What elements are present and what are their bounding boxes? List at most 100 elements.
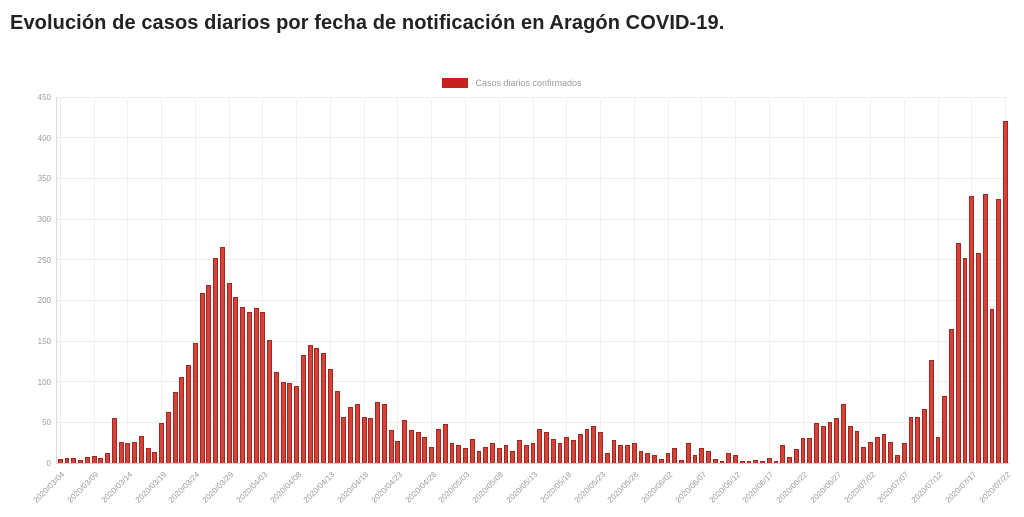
bar-2020-05-26[interactable] xyxy=(618,445,624,463)
bar-2020-05-24[interactable] xyxy=(604,453,610,463)
bar-2020-05-21[interactable] xyxy=(584,428,590,463)
bar-2020-05-27[interactable] xyxy=(625,445,630,463)
bar-2020-05-25[interactable] xyxy=(611,440,617,463)
bar-2020-05-10[interactable] xyxy=(510,450,516,463)
bar-2020-03-15[interactable] xyxy=(132,441,137,463)
bar-2020-04-14[interactable] xyxy=(334,391,340,463)
bar-2020-04-08[interactable] xyxy=(294,385,300,463)
bar-2020-03-29[interactable] xyxy=(226,283,232,463)
bar-2020-04-28[interactable] xyxy=(429,446,435,463)
bar-2020-03-16[interactable] xyxy=(138,436,144,463)
bar-2020-06-25[interactable] xyxy=(820,426,826,463)
bar-2020-05-16[interactable] xyxy=(550,438,556,463)
bar-2020-06-17[interactable] xyxy=(766,458,772,463)
bar-2020-06-12[interactable] xyxy=(733,454,738,463)
bar-2020-06-30[interactable] xyxy=(854,431,860,463)
bar-2020-06-08[interactable] xyxy=(706,450,711,463)
bar-2020-06-21[interactable] xyxy=(793,449,799,463)
bar-2020-05-09[interactable] xyxy=(503,445,509,463)
bar-2020-06-26[interactable] xyxy=(827,421,833,463)
bar-2020-04-01[interactable] xyxy=(246,311,252,463)
bar-2020-07-13[interactable] xyxy=(942,396,948,463)
bar-2020-04-16[interactable] xyxy=(348,406,354,463)
bar-2020-04-05[interactable] xyxy=(273,371,279,463)
bar-2020-03-30[interactable] xyxy=(233,297,239,463)
bar-2020-05-04[interactable] xyxy=(469,438,475,463)
bar-2020-04-06[interactable] xyxy=(280,381,286,463)
bar-2020-03-24[interactable] xyxy=(192,343,198,463)
bar-2020-04-29[interactable] xyxy=(435,428,441,463)
bar-2020-03-04[interactable] xyxy=(57,458,63,463)
bar-2020-05-19[interactable] xyxy=(571,440,576,463)
bar-2020-04-18[interactable] xyxy=(361,416,367,463)
bar-2020-04-07[interactable] xyxy=(287,383,293,463)
bar-2020-06-27[interactable] xyxy=(834,418,840,463)
bar-2020-04-04[interactable] xyxy=(267,340,273,463)
bar-2020-03-09[interactable] xyxy=(91,455,97,463)
bar-2020-07-03[interactable] xyxy=(874,436,880,463)
bar-2020-05-02[interactable] xyxy=(456,445,462,463)
bar-2020-07-20[interactable] xyxy=(989,309,995,463)
bar-2020-07-07[interactable] xyxy=(901,443,907,463)
bar-2020-06-18[interactable] xyxy=(773,460,779,463)
bar-2020-05-20[interactable] xyxy=(577,433,583,463)
bar-2020-07-15[interactable] xyxy=(955,242,961,463)
bar-2020-07-10[interactable] xyxy=(922,408,927,463)
bar-2020-06-11[interactable] xyxy=(726,453,732,463)
bar-2020-03-31[interactable] xyxy=(240,306,246,463)
bar-2020-05-22[interactable] xyxy=(591,426,597,463)
bar-2020-06-20[interactable] xyxy=(787,456,792,463)
bar-2020-03-17[interactable] xyxy=(145,448,151,463)
bar-2020-07-14[interactable] xyxy=(949,328,954,463)
bar-2020-05-18[interactable] xyxy=(564,436,570,463)
bar-2020-03-13[interactable] xyxy=(118,441,124,463)
bar-2020-06-02[interactable] xyxy=(665,453,671,463)
bar-2020-04-19[interactable] xyxy=(368,418,374,463)
bar-2020-03-18[interactable] xyxy=(152,451,158,463)
bar-2020-07-12[interactable] xyxy=(935,436,941,463)
bar-2020-07-17[interactable] xyxy=(969,196,975,463)
bar-2020-05-23[interactable] xyxy=(598,432,603,463)
bar-2020-04-15[interactable] xyxy=(341,416,347,463)
bar-2020-04-24[interactable] xyxy=(402,419,408,463)
bar-2020-07-18[interactable] xyxy=(976,253,981,463)
bar-2020-07-04[interactable] xyxy=(881,433,887,463)
bar-2020-04-22[interactable] xyxy=(388,429,394,463)
bar-2020-06-03[interactable] xyxy=(672,448,678,463)
bar-2020-04-21[interactable] xyxy=(381,404,387,463)
bar-2020-04-23[interactable] xyxy=(395,441,401,463)
bar-2020-07-11[interactable] xyxy=(928,359,934,463)
bar-2020-06-13[interactable] xyxy=(739,460,745,463)
bar-2020-04-27[interactable] xyxy=(422,436,428,463)
legend-label[interactable]: Casos diarios confirmados xyxy=(475,78,582,88)
bar-2020-06-24[interactable] xyxy=(814,423,819,463)
bar-2020-04-12[interactable] xyxy=(321,353,327,463)
bar-2020-05-14[interactable] xyxy=(537,428,543,463)
bar-2020-05-28[interactable] xyxy=(631,442,637,463)
bar-2020-05-05[interactable] xyxy=(476,450,482,463)
bar-2020-04-13[interactable] xyxy=(327,369,333,463)
bar-2020-05-03[interactable] xyxy=(463,448,468,463)
bar-2020-03-11[interactable] xyxy=(105,453,110,463)
bar-2020-06-16[interactable] xyxy=(760,460,765,463)
bar-2020-05-13[interactable] xyxy=(530,442,536,463)
bar-2020-07-22[interactable] xyxy=(1003,121,1008,463)
bar-2020-04-25[interactable] xyxy=(408,430,414,463)
bar-2020-04-11[interactable] xyxy=(314,348,320,463)
bar-2020-07-02[interactable] xyxy=(868,441,873,463)
bar-2020-03-07[interactable] xyxy=(78,459,83,463)
bar-2020-07-21[interactable] xyxy=(996,198,1002,463)
bar-2020-05-06[interactable] xyxy=(483,446,489,463)
bar-2020-04-10[interactable] xyxy=(307,345,313,463)
bar-2020-06-10[interactable] xyxy=(719,460,725,463)
bar-2020-05-01[interactable] xyxy=(449,442,455,463)
bar-2020-06-19[interactable] xyxy=(780,445,786,463)
bar-2020-03-28[interactable] xyxy=(219,247,225,463)
bar-2020-06-06[interactable] xyxy=(692,454,698,463)
bar-2020-06-15[interactable] xyxy=(753,459,759,463)
bar-2020-07-01[interactable] xyxy=(861,446,867,463)
bar-2020-05-07[interactable] xyxy=(490,442,495,463)
bar-2020-05-17[interactable] xyxy=(557,442,563,463)
bar-2020-05-15[interactable] xyxy=(544,432,549,463)
bar-2020-03-27[interactable] xyxy=(213,258,219,463)
